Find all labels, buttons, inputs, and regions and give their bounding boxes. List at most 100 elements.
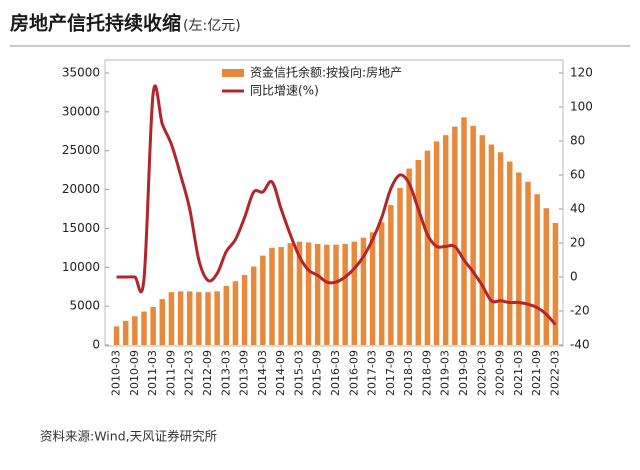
bar <box>461 117 467 345</box>
x-tick-label: 2010-09 <box>128 350 141 396</box>
bar <box>378 222 385 345</box>
x-tick-label: 2021-03 <box>512 350 525 396</box>
bar <box>168 292 175 345</box>
x-tick-label: 2017-09 <box>384 350 397 396</box>
line <box>116 84 557 326</box>
y2-tick-label: 120 <box>570 66 593 80</box>
x-tick-label: 2020-03 <box>475 350 488 396</box>
bar <box>415 160 422 345</box>
bar <box>406 168 412 345</box>
bar <box>351 241 358 345</box>
bar <box>433 141 440 345</box>
x-tick-label: 2014-09 <box>274 350 287 396</box>
bar <box>150 306 156 345</box>
bar <box>241 275 248 345</box>
bar <box>141 311 147 345</box>
bar <box>360 237 367 345</box>
bar <box>196 292 202 345</box>
y2-tick-label: 20 <box>570 236 585 250</box>
y2-tick-label: 0 <box>570 270 578 284</box>
source: 资料来源:Wind,天风证券研究所 <box>40 429 217 444</box>
x-tick-label: 2019-09 <box>457 350 470 396</box>
bar <box>442 135 449 345</box>
bar <box>186 291 193 345</box>
bar <box>287 243 294 345</box>
chart-subtitle: (左:亿元) <box>183 18 241 34</box>
bar <box>479 135 486 345</box>
x-tick-label: 2020-09 <box>494 350 507 396</box>
y-tick-label: 0 <box>92 338 100 352</box>
x-tick-label: 2010-03 <box>110 350 123 396</box>
x-tick-label: 2018-09 <box>420 350 433 396</box>
bar <box>113 326 120 345</box>
y-tick-label: 15000 <box>62 221 100 235</box>
x-tick-label: 2017-03 <box>366 350 379 396</box>
bar <box>177 291 184 345</box>
x-tick-label: 2015-09 <box>311 350 324 396</box>
bar <box>122 320 129 345</box>
bar <box>506 161 513 345</box>
y-tick-label: 10000 <box>62 260 100 274</box>
x-tick-label: 2014-03 <box>256 350 269 396</box>
bar <box>369 232 376 345</box>
x-tick-label: 2016-09 <box>347 350 360 396</box>
bar <box>223 285 230 345</box>
bar <box>250 266 257 345</box>
y2-tick-label: 100 <box>570 100 593 114</box>
bar <box>388 205 394 345</box>
bar <box>159 299 166 345</box>
bar <box>470 125 476 346</box>
y2-tick-label: 60 <box>570 168 585 182</box>
legend-label: 资金信托余额:按投向:房地产 <box>250 65 402 80</box>
bar <box>525 181 531 345</box>
x-tick-label: 2011-09 <box>164 350 177 396</box>
x-tick-label: 2011-03 <box>146 350 159 396</box>
y2-tick-label: 80 <box>570 134 585 148</box>
bar <box>269 247 275 345</box>
bar <box>296 241 303 345</box>
bar <box>552 222 559 345</box>
bar <box>424 150 431 345</box>
chart-title: 房地产信托持续收缩 <box>10 12 181 35</box>
y2-tick-label: 40 <box>570 202 585 216</box>
bar <box>534 194 540 345</box>
bar <box>516 172 522 345</box>
y-tick-label: 30000 <box>62 104 100 118</box>
x-tick-label: 2012-09 <box>201 350 214 396</box>
bar <box>260 255 266 345</box>
bar <box>342 243 348 345</box>
y-tick-label: 20000 <box>62 182 100 196</box>
x-tick-label: 2013-09 <box>238 350 251 396</box>
y2-tick-label: -40 <box>570 338 590 352</box>
x-tick-label: 2012-03 <box>183 350 196 396</box>
bar <box>543 208 550 345</box>
y-tick-label: 35000 <box>62 66 100 80</box>
x-tick-label: 2016-03 <box>329 350 342 396</box>
legend-label: 同比增速(%) <box>250 84 319 98</box>
bar <box>333 244 339 345</box>
bar <box>205 292 211 345</box>
bar <box>324 244 330 345</box>
x-tick-label: 2018-03 <box>402 350 415 396</box>
plot-frame <box>104 59 564 347</box>
y-tick-label: 5000 <box>69 299 100 313</box>
x-tick-label: 2015-03 <box>292 350 305 396</box>
legend-swatch <box>222 69 244 77</box>
bar <box>497 152 504 345</box>
bar <box>278 247 284 345</box>
bar <box>488 144 495 345</box>
bar <box>214 291 220 345</box>
bar <box>397 188 403 345</box>
y2-tick-label: -20 <box>570 304 590 318</box>
x-tick-label: 2019-03 <box>439 350 452 396</box>
bar <box>305 242 312 345</box>
x-tick-label: 2022-03 <box>548 350 561 396</box>
x-tick-label: 2021-09 <box>530 350 543 396</box>
bar <box>314 243 321 345</box>
y-tick-label: 25000 <box>62 143 100 157</box>
bar <box>132 316 138 345</box>
x-tick-label: 2013-03 <box>219 350 232 396</box>
bar <box>452 126 458 345</box>
